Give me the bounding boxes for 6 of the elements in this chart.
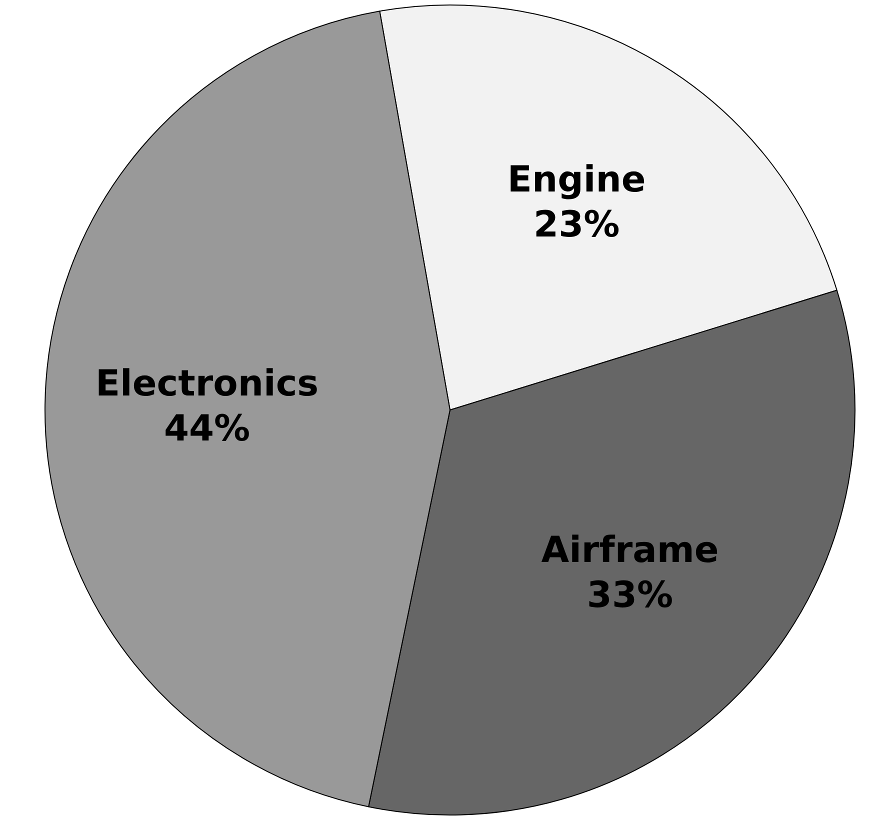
slice-label: Electronics: [95, 364, 319, 405]
data-label: 44%: [164, 408, 250, 450]
slice-label: Engine: [507, 160, 646, 201]
slice-label: Airframe: [541, 530, 719, 572]
data-label: 33%: [586, 575, 674, 616]
data-label: 23%: [534, 204, 620, 246]
